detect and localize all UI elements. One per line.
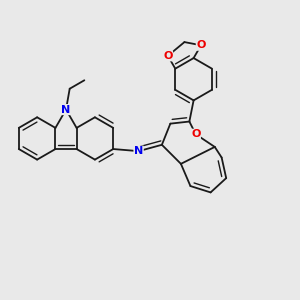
Text: N: N bbox=[134, 146, 143, 156]
Text: N: N bbox=[61, 105, 70, 115]
Text: O: O bbox=[163, 51, 172, 61]
Text: O: O bbox=[191, 129, 200, 139]
Text: O: O bbox=[196, 40, 206, 50]
